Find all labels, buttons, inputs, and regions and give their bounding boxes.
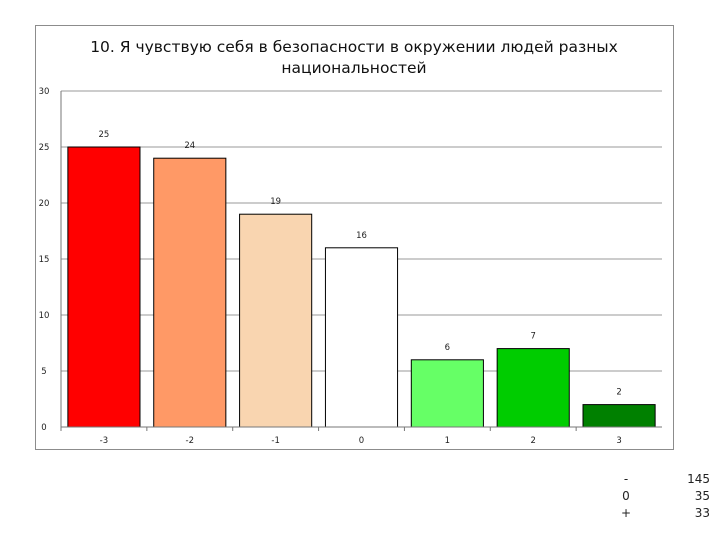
data-label: 16 [356, 231, 367, 241]
y-tick-label: 20 [39, 199, 50, 209]
y-tick-label: 0 [41, 423, 46, 433]
data-label: 19 [270, 197, 281, 207]
x-tick-label: -1 [271, 436, 279, 446]
summary-row-positive: + 33 [614, 506, 714, 523]
y-tick-label: 30 [39, 87, 50, 97]
x-tick-label: 0 [359, 436, 364, 446]
y-tick-label: 5 [41, 367, 46, 377]
bar-chart: 10. Я чувствую себя в безопасности в окр… [39, 38, 662, 446]
summary-value: 35 [694, 489, 710, 503]
x-tick-label: 3 [616, 436, 621, 446]
bar [582, 404, 656, 428]
bar [67, 146, 141, 428]
y-tick-label: 15 [39, 255, 50, 265]
bar [496, 348, 570, 428]
bars [67, 146, 656, 428]
summary-row-neutral: 0 35 [614, 489, 714, 506]
summary-value: 145 [687, 472, 710, 486]
x-tick-label: -2 [186, 436, 194, 446]
summary-key: - [623, 472, 629, 486]
summary-row-negative: - 145 [614, 472, 714, 489]
data-label: 25 [99, 130, 110, 140]
bar [410, 359, 484, 428]
chart-title-line-2: национальностей [281, 59, 426, 77]
bar [239, 213, 313, 428]
data-label: 2 [616, 388, 621, 398]
summary-key: + [620, 506, 632, 520]
bar [153, 157, 227, 428]
x-tick-label: 1 [445, 436, 450, 446]
summary-table: - 145 0 35 + 33 [614, 472, 714, 523]
y-tick-label: 25 [39, 143, 50, 153]
summary-key: 0 [622, 489, 630, 503]
axes [60, 91, 662, 428]
x-tick-label: -3 [100, 436, 108, 446]
data-label: 7 [531, 332, 536, 342]
data-label: 24 [184, 141, 195, 151]
x-axis-ticks: -3 -2 -1 0 1 2 3 [60, 427, 622, 446]
data-label: 6 [445, 343, 450, 353]
summary-value: 33 [694, 506, 710, 520]
bar [324, 247, 399, 428]
data-labels: 25 24 19 16 6 7 2 [99, 130, 622, 398]
chart-frame: 10. Я чувствую себя в безопасности в окр… [35, 25, 674, 450]
chart-title-line-1: 10. Я чувствую себя в безопасности в окр… [90, 38, 618, 56]
x-tick-label: 2 [531, 436, 536, 446]
y-tick-label: 10 [39, 311, 50, 321]
y-axis-ticks: 0 5 10 15 20 25 30 [39, 87, 50, 433]
